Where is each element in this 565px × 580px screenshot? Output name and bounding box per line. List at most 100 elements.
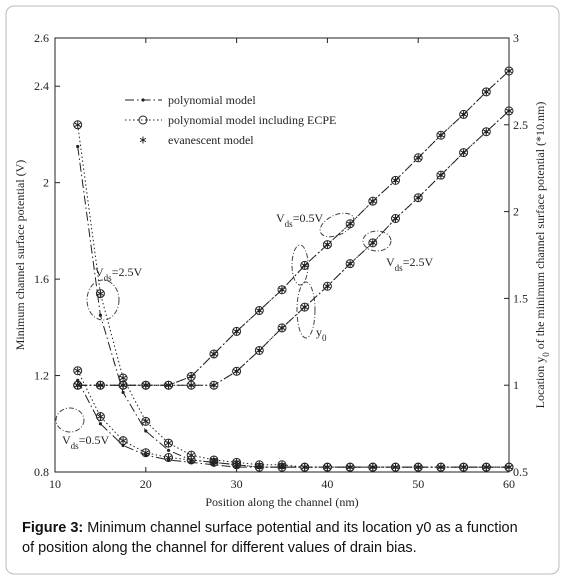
asterisk-marker — [392, 176, 399, 184]
annotation-part: y — [316, 325, 322, 339]
annotation-part: V — [386, 255, 395, 269]
dot-marker — [121, 390, 125, 395]
annotation-part: ds — [104, 273, 113, 283]
asterisk-marker — [233, 461, 240, 469]
figure-frame — [5, 5, 560, 575]
y2-axis-label: Location y0 of the minimum channel surfa… — [533, 102, 551, 409]
annotation-part: V — [95, 265, 104, 279]
y2-tick-label: 2.5 — [513, 118, 528, 132]
circle-marker — [95, 380, 105, 390]
circle-marker — [345, 219, 355, 229]
legend-label: polynomial model — [168, 93, 256, 107]
dot-marker — [144, 429, 148, 433]
circle-marker — [391, 462, 400, 472]
asterisk-marker — [187, 381, 195, 389]
circle-marker — [413, 153, 423, 163]
circle-marker — [459, 109, 469, 119]
asterisk-marker — [142, 381, 150, 389]
circle-marker — [300, 302, 310, 312]
asterisk-marker — [483, 128, 490, 136]
asterisk-marker — [256, 307, 263, 315]
asterisk-marker — [233, 327, 240, 335]
annotation: Vds=0.5V — [62, 433, 109, 451]
annotation-part: =0.5V — [79, 433, 110, 447]
asterisk-marker — [437, 171, 445, 179]
x-tick-label: 50 — [412, 477, 424, 491]
circle-marker — [391, 214, 400, 224]
asterisk-marker — [256, 463, 263, 471]
asterisk-marker — [165, 381, 172, 389]
x-tick-label: 30 — [231, 477, 243, 491]
circle-marker — [413, 193, 423, 203]
caption: Figure 3: Minimum channel surface potent… — [22, 520, 518, 536]
asterisk-marker — [74, 381, 81, 389]
annotation: y0 — [316, 325, 327, 343]
asterisk-marker — [278, 324, 286, 332]
series-line — [77, 70, 510, 386]
asterisk-marker — [301, 261, 308, 269]
circle-marker — [254, 306, 264, 316]
annotation-part: =0.5V — [293, 211, 324, 225]
asterisk-marker — [324, 463, 331, 471]
asterisk-marker — [301, 303, 308, 311]
circle-marker — [73, 120, 83, 130]
circle-marker — [322, 281, 332, 291]
circle-marker — [504, 66, 514, 76]
circle-marker — [322, 240, 332, 250]
asterisk-marker — [346, 220, 354, 228]
plot-frame — [54, 37, 510, 473]
circle-marker — [186, 380, 196, 390]
asterisk-marker — [165, 439, 172, 447]
y-tick-label: 2 — [43, 176, 49, 190]
y2-axis-label-part: Location y — [533, 357, 547, 409]
callouts — [55, 212, 392, 433]
annotation-part: =2.5V — [403, 255, 434, 269]
annotation-part: 0 — [322, 333, 327, 343]
circle-marker — [300, 462, 310, 472]
circle-marker — [141, 416, 151, 426]
asterisk-marker — [210, 381, 218, 389]
x-tick-label: 10 — [49, 477, 61, 491]
asterisk-marker — [278, 286, 286, 294]
asterisk-marker — [392, 463, 399, 471]
asterisk-marker — [460, 110, 467, 118]
y-axis-label: Minimum channel surface potential (V) — [13, 160, 27, 351]
y2-tick-label: 2 — [513, 205, 519, 219]
y-tick-label: 1.2 — [34, 369, 49, 383]
circle-marker — [300, 260, 310, 270]
asterisk-marker — [210, 350, 218, 358]
x-tick-label: 40 — [321, 477, 333, 491]
y-tick-label: 2.4 — [34, 79, 49, 93]
circle-marker — [436, 170, 446, 180]
dot-marker — [166, 448, 171, 452]
asterisk-marker — [278, 463, 286, 471]
circle-marker — [322, 462, 332, 472]
annotation-part: ds — [285, 219, 294, 229]
legend-marker — [141, 98, 145, 102]
asterisk-marker — [97, 413, 104, 421]
asterisk-marker — [256, 346, 263, 354]
annotation-part: =2.5V — [112, 265, 143, 279]
circle-marker — [345, 259, 355, 269]
circle-marker — [73, 366, 83, 376]
annotation: Vds=2.5V — [386, 255, 433, 273]
circle-marker — [232, 366, 242, 376]
circle-marker — [504, 462, 514, 472]
legend-label: evanescent model — [168, 133, 254, 147]
y-tick-label: 0.8 — [34, 465, 49, 479]
circle-marker — [164, 438, 173, 448]
circle-marker — [459, 148, 469, 158]
caption: of position along the channel for differ… — [22, 540, 417, 556]
circle-marker — [413, 462, 423, 472]
circle-marker — [254, 345, 264, 355]
circle-marker — [368, 462, 378, 472]
asterisk-marker — [74, 121, 81, 129]
asterisk-marker — [119, 381, 127, 389]
y-tick-label: 1.6 — [34, 272, 49, 286]
y2-axis-label-part: of the minimum channel surface potential… — [533, 102, 547, 353]
asterisk-marker — [369, 463, 377, 471]
annotation-part: ds — [395, 263, 404, 273]
asterisk-marker — [414, 194, 422, 202]
series-line — [77, 110, 510, 386]
annotation: Vds=0.5V — [276, 211, 323, 229]
